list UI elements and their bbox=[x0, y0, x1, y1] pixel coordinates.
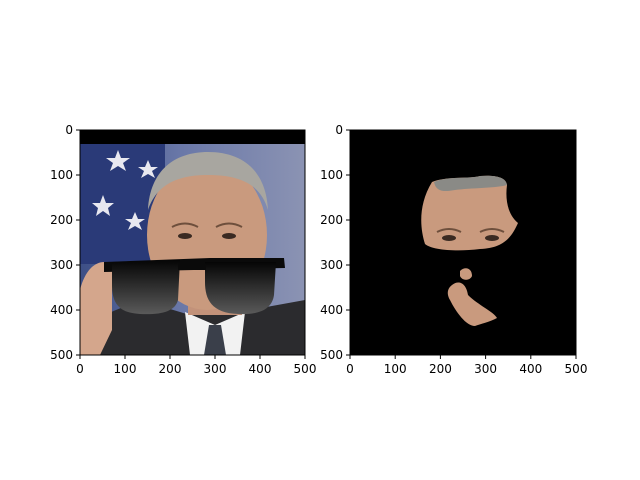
y-tick-label: 0 bbox=[335, 123, 343, 137]
y-tick-label: 500 bbox=[320, 348, 343, 362]
hand bbox=[80, 262, 114, 355]
x-tick-label: 200 bbox=[429, 362, 452, 376]
y-tick-label: 100 bbox=[50, 168, 73, 182]
masked-nose-fragment bbox=[460, 268, 472, 280]
right-image-panel bbox=[350, 130, 576, 355]
left-image-panel bbox=[80, 130, 305, 355]
x-tick-label: 500 bbox=[294, 362, 317, 376]
right-axes-frame bbox=[349, 129, 577, 356]
x-tick-label: 0 bbox=[76, 362, 84, 376]
x-tick-label: 400 bbox=[249, 362, 272, 376]
sunglasses-overlay bbox=[104, 258, 285, 315]
y-tick-label: 200 bbox=[50, 213, 73, 227]
y-tick-label: 200 bbox=[320, 213, 343, 227]
y-tick-label: 0 bbox=[65, 123, 73, 137]
y-tick-label: 400 bbox=[320, 303, 343, 317]
x-tick-label: 100 bbox=[384, 362, 407, 376]
x-tick-label: 0 bbox=[346, 362, 354, 376]
y-tick-label: 400 bbox=[50, 303, 73, 317]
y-tick-label: 300 bbox=[320, 258, 343, 272]
left-axes-frame bbox=[79, 129, 306, 356]
top-black-band bbox=[80, 130, 305, 144]
x-tick-label: 500 bbox=[565, 362, 588, 376]
y-tick-label: 500 bbox=[50, 348, 73, 362]
masked-lower-face bbox=[447, 282, 497, 326]
tie bbox=[204, 325, 226, 355]
masked-upper-face bbox=[421, 175, 518, 251]
hair bbox=[148, 152, 268, 210]
y-tick-label: 100 bbox=[320, 168, 343, 182]
x-tick-label: 100 bbox=[114, 362, 137, 376]
y-tick-label: 300 bbox=[50, 258, 73, 272]
x-tick-label: 300 bbox=[474, 362, 497, 376]
x-tick-label: 300 bbox=[204, 362, 227, 376]
x-tick-label: 200 bbox=[159, 362, 182, 376]
x-tick-label: 400 bbox=[519, 362, 542, 376]
